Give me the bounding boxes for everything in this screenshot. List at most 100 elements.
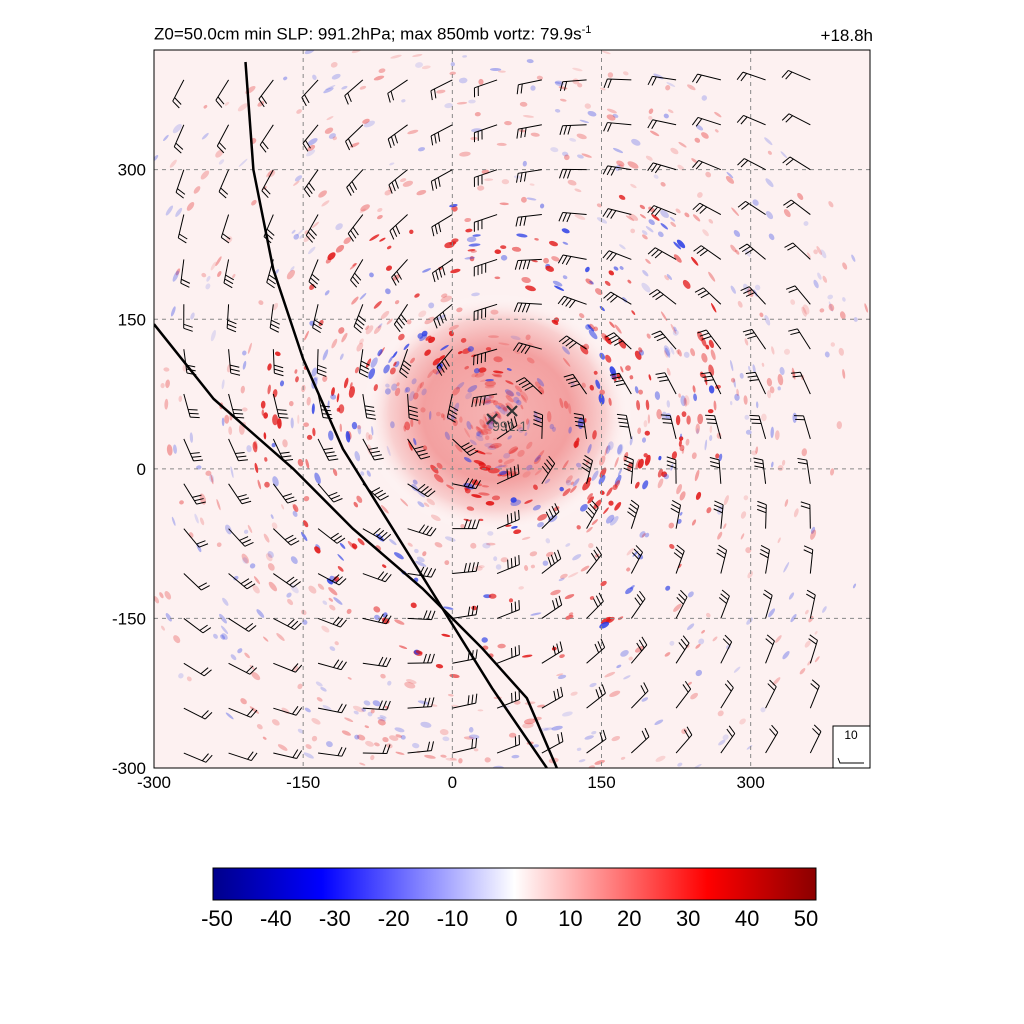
barb-feather — [602, 165, 609, 175]
vorticity-cell — [619, 266, 624, 270]
barb-feather — [724, 634, 732, 643]
vorticity-cell — [419, 381, 424, 389]
vorticity-cell — [357, 424, 362, 435]
wind-barb — [720, 634, 733, 664]
vorticity-cell — [500, 404, 509, 415]
vorticity-cell — [654, 391, 661, 400]
wind-barb — [183, 304, 193, 332]
vorticity-cell — [242, 407, 248, 412]
vorticity-cell — [241, 553, 250, 564]
barb-feather — [548, 455, 556, 464]
vorticity-cell — [646, 333, 651, 339]
vorticity-cell — [449, 71, 456, 76]
vorticity-cell — [617, 443, 624, 456]
barb-feather — [565, 339, 574, 347]
vorticity-cell — [609, 516, 619, 526]
barb-feather — [670, 507, 680, 514]
vorticity-cell — [480, 428, 489, 436]
barb-feather — [595, 595, 602, 605]
vorticity-cell — [463, 736, 475, 740]
vorticity-cell — [562, 151, 569, 157]
barb-feather — [699, 332, 709, 337]
vorticity-cell — [354, 451, 361, 462]
vorticity-cell — [522, 160, 527, 167]
wind-barb — [346, 169, 364, 196]
vorticity-cell — [675, 415, 681, 426]
barb-feather — [655, 372, 665, 375]
barb-feather — [683, 729, 690, 739]
vorticity-cell — [631, 310, 636, 315]
vorticity-cell — [532, 504, 541, 511]
barb-feather — [512, 342, 520, 351]
vorticity-cell — [765, 211, 774, 220]
vorticity-cell — [804, 640, 811, 648]
barb-feather — [788, 328, 798, 332]
barb-feather — [519, 172, 523, 183]
barb-feather — [198, 543, 209, 548]
vorticity-cell — [464, 427, 471, 438]
barb-feather — [692, 202, 701, 211]
vorticity-cell — [507, 435, 512, 440]
barb-feather — [430, 527, 437, 537]
wind-barb — [347, 214, 364, 242]
barb-feather — [241, 500, 252, 505]
vorticity-cell — [625, 587, 634, 595]
barb-feather — [393, 324, 401, 333]
barb-feather — [365, 413, 376, 416]
wind-barb — [602, 250, 632, 262]
vorticity-cell — [514, 700, 521, 705]
barb-feather — [217, 96, 225, 105]
barb-feather — [651, 330, 661, 336]
barb-feather — [702, 375, 713, 378]
wind-barb — [753, 457, 767, 484]
vorticity-cell — [307, 246, 316, 255]
barb-feather — [320, 405, 331, 408]
barb-feather — [810, 683, 819, 691]
vorticity-cell — [422, 268, 431, 273]
vorticity-cell — [456, 382, 465, 390]
barb-feather — [431, 697, 435, 707]
vorticity-cell — [683, 351, 690, 358]
vorticity-cell — [224, 101, 230, 106]
barb-feather — [295, 664, 303, 673]
vorticity-cell — [743, 395, 748, 405]
vorticity-cell — [389, 735, 399, 741]
barb-feather — [762, 593, 772, 600]
vorticity-cell — [164, 398, 169, 410]
barb-feather — [198, 582, 207, 588]
vorticity-cell — [466, 506, 475, 511]
vorticity-cell — [486, 542, 496, 546]
vorticity-cell — [422, 445, 428, 451]
wind-barb — [451, 438, 479, 456]
vorticity-cell — [744, 414, 750, 420]
vorticity-cell — [351, 50, 362, 54]
wind-barb — [183, 662, 212, 677]
vorticity-cell — [670, 221, 677, 227]
barb-feather — [510, 558, 513, 568]
vorticity-cell — [788, 592, 795, 600]
wind-barb — [649, 289, 677, 305]
wind-barb — [431, 259, 453, 283]
barb-feather — [388, 184, 393, 194]
vorticity-cell — [359, 293, 367, 300]
vorticity-cell — [418, 419, 421, 425]
barb-feather — [606, 166, 613, 176]
barb-feather — [352, 226, 359, 236]
vorticity-cell — [617, 444, 623, 455]
barb-feather — [657, 375, 667, 379]
vorticity-cell — [777, 373, 784, 386]
vorticity-cell — [559, 98, 567, 102]
vorticity-cell — [394, 300, 400, 305]
vorticity-cell — [246, 445, 252, 453]
barb-feather — [806, 593, 815, 600]
barb-feather — [390, 90, 395, 101]
barb-feather — [769, 679, 777, 688]
vorticity-cell — [705, 344, 710, 350]
vorticity-cell — [478, 518, 484, 522]
vorticity-cell — [648, 374, 652, 381]
barb-feather — [418, 452, 428, 457]
vorticity-cell — [588, 329, 598, 340]
vorticity-cell — [344, 717, 354, 723]
barb-feather — [295, 707, 303, 716]
barb-feather — [710, 465, 720, 469]
